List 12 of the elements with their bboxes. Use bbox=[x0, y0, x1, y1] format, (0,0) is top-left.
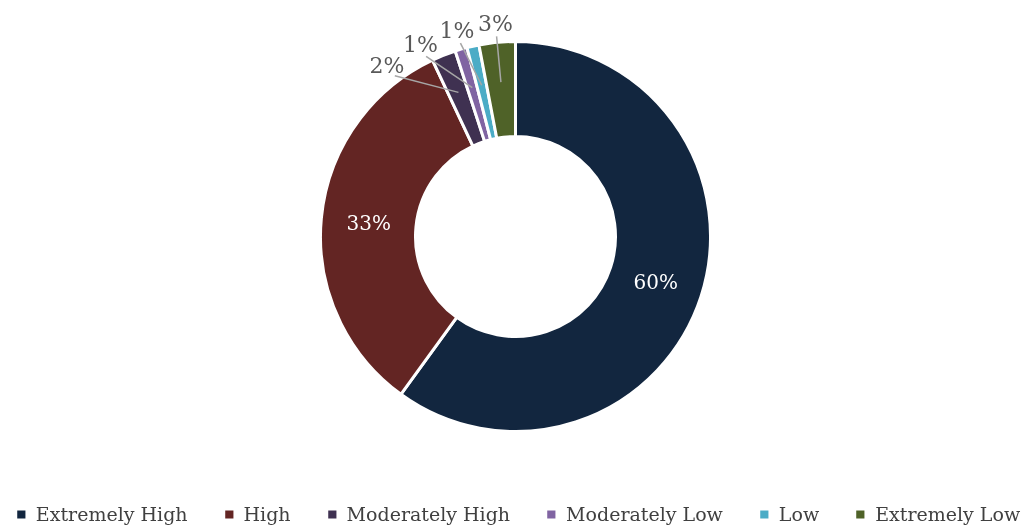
legend-label: High bbox=[243, 503, 291, 525]
data-label: 60% bbox=[633, 270, 679, 295]
data-label: 1% bbox=[439, 18, 475, 44]
legend-label: Extremely Low bbox=[875, 503, 1021, 525]
data-label: 2% bbox=[369, 52, 405, 78]
legend-label: Extremely High bbox=[35, 503, 188, 525]
legend-label: Low bbox=[778, 503, 820, 525]
data-label: 33% bbox=[346, 210, 391, 235]
legend-label: Moderately Low bbox=[566, 503, 723, 525]
legend-label: Moderately High bbox=[346, 503, 511, 525]
data-label: 3% bbox=[477, 10, 513, 36]
data-label: 1% bbox=[402, 32, 438, 58]
